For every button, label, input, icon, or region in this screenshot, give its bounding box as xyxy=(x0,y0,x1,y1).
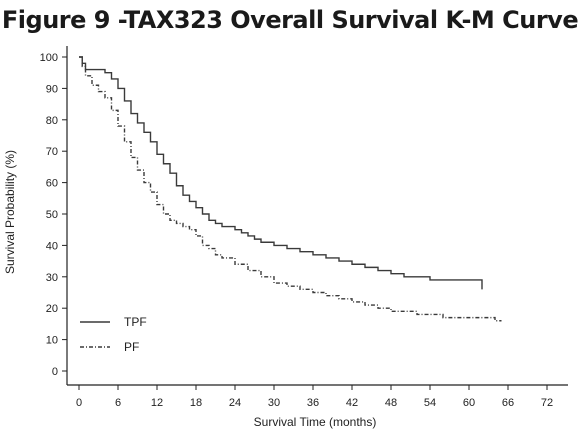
x-tick-label: 42 xyxy=(346,397,358,409)
legend: TPF PF xyxy=(80,315,147,354)
axis-ticks: 0 10 20 30 40 50 60 70 80 90 100 0 6 12 18 24 30 36 42 48 54… xyxy=(40,52,553,409)
y-tick-label: 20 xyxy=(46,303,58,315)
x-tick-label: 6 xyxy=(115,397,121,409)
x-tick-label: 24 xyxy=(229,397,241,409)
y-tick-label: 10 xyxy=(46,335,58,347)
x-tick-label: 60 xyxy=(463,397,475,409)
x-tick-label: 48 xyxy=(385,397,397,409)
curve-pf xyxy=(79,56,502,322)
y-tick-label: 30 xyxy=(46,272,58,284)
chart-title: Figure 9 -TAX323 Overall Survival K-M Cu… xyxy=(1,6,579,34)
x-tick-label: 18 xyxy=(190,397,202,409)
x-tick-label: 30 xyxy=(268,397,280,409)
y-tick-label: 40 xyxy=(46,240,58,252)
y-tick-label: 0 xyxy=(52,366,58,378)
x-tick-label: 66 xyxy=(502,397,514,409)
y-tick-label: 100 xyxy=(40,52,58,64)
y-tick-label: 70 xyxy=(46,146,58,158)
y-axis-label: Survival Probability (%) xyxy=(3,150,17,274)
x-tick-label: 72 xyxy=(541,397,553,409)
x-tick-label: 0 xyxy=(76,397,82,409)
axes xyxy=(66,46,568,386)
x-tick-label: 12 xyxy=(151,397,163,409)
y-tick-label: 60 xyxy=(46,178,58,190)
legend-label-tpf: TPF xyxy=(124,315,147,329)
curve-tpf xyxy=(79,56,483,290)
x-tick-label: 36 xyxy=(307,397,319,409)
x-tick-label: 54 xyxy=(424,397,436,409)
x-axis-label: Survival Time (months) xyxy=(254,415,377,429)
y-tick-label: 80 xyxy=(46,115,58,127)
y-tick-label: 90 xyxy=(46,83,58,95)
survival-curves xyxy=(79,56,502,322)
legend-label-pf: PF xyxy=(124,340,139,354)
y-tick-label: 50 xyxy=(46,209,58,221)
